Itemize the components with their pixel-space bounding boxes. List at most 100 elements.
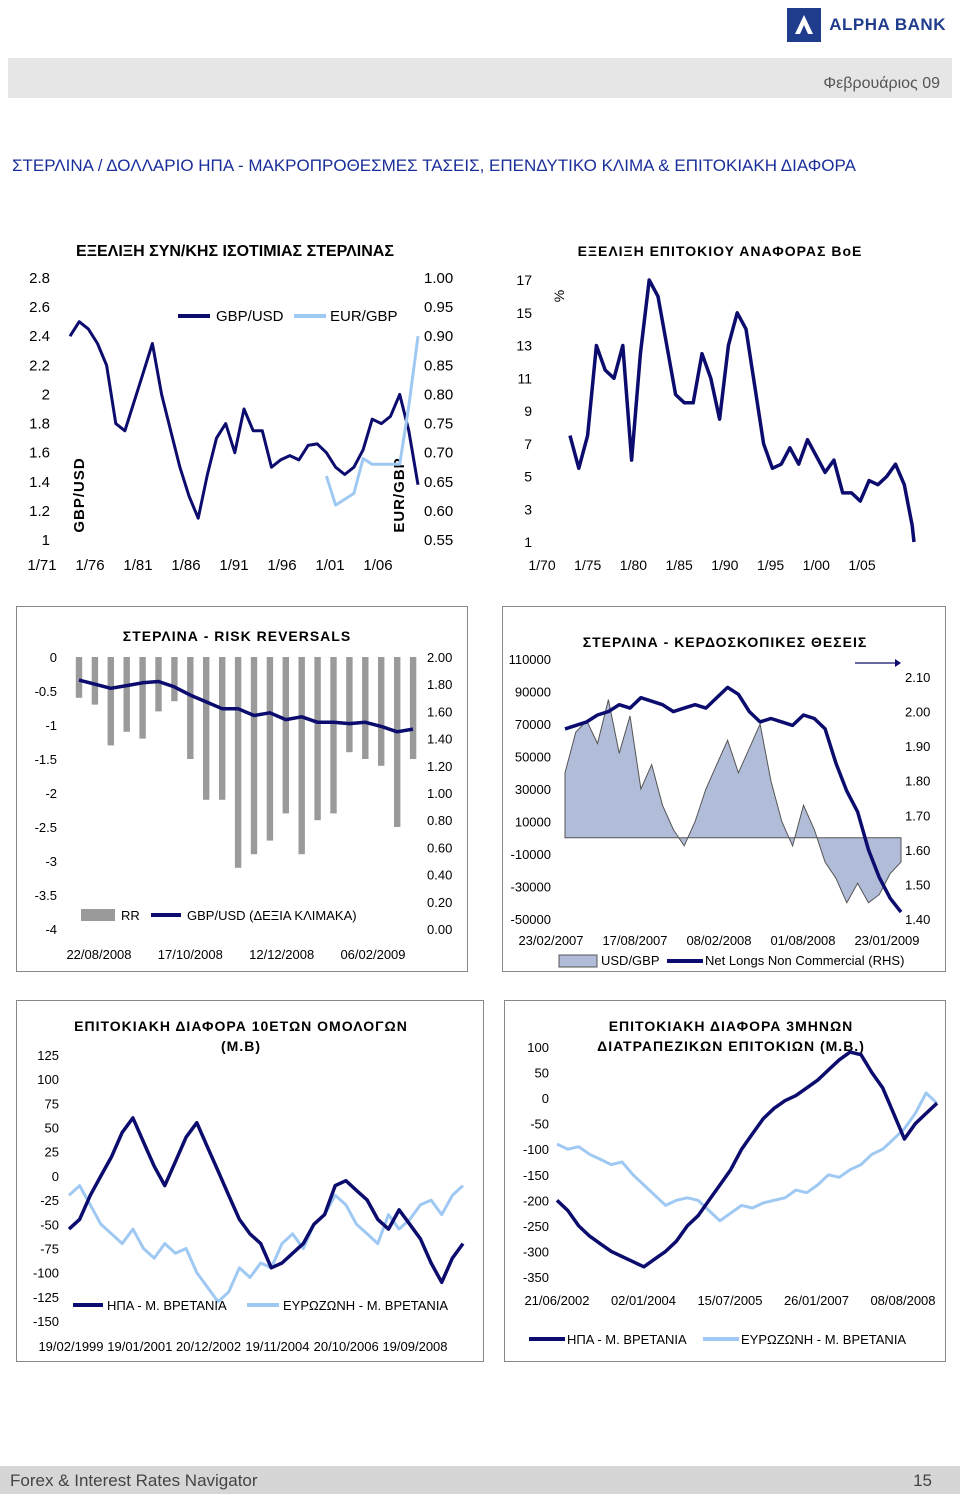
series-line-eurgbp xyxy=(324,336,420,507)
series-line-eurozone xyxy=(67,1184,465,1304)
series-line-boe xyxy=(568,278,916,543)
rr-bar xyxy=(298,657,305,855)
x-tick-label: 17/08/2007 xyxy=(602,933,667,948)
legend-label: USD/GBP xyxy=(601,953,660,968)
boe-chart: ΕΞΕΛΙΞΗ ΕΠΙΤΟΚΙΟΥ ΑΝΑΦΟΡΑΣ BoE1715131197… xyxy=(516,243,916,573)
y-tick-label: -2 xyxy=(45,786,57,801)
rr-bar xyxy=(330,657,337,814)
x-tick-label: 19/09/2008 xyxy=(382,1339,447,1354)
page-title: ΣΤΕΡΛΙΝΑ / ΔΟΛΛΑΡΙΟ ΗΠΑ - ΜΑΚΡΟΠΡΟΘΕΣΜΕΣ… xyxy=(12,156,856,175)
legend-label: GBP/USD xyxy=(216,308,284,325)
x-tick-label: 1/95 xyxy=(757,557,784,573)
y-tick-label: -300 xyxy=(523,1244,549,1259)
rr-bar xyxy=(171,657,178,702)
x-tick-label: 02/01/2004 xyxy=(611,1293,676,1308)
rr-bar xyxy=(234,657,242,868)
legend-swatch-area xyxy=(558,954,598,968)
y2-tick-label: 0.00 xyxy=(427,922,452,937)
y-tick-label: 7 xyxy=(524,436,532,452)
y-tick-label: -100 xyxy=(523,1142,549,1157)
rr-bar xyxy=(362,657,369,759)
x-tick-label: 1/71 xyxy=(27,557,56,574)
x-tick-label: 17/10/2008 xyxy=(158,947,223,962)
y-tick-label: 0 xyxy=(52,1169,59,1184)
chart-title: ΣΤΕΡΛΙΝΑ - RISK REVERSALS xyxy=(123,628,351,644)
legend-label: RR xyxy=(121,908,140,923)
x-tick-label: 1/75 xyxy=(574,557,601,573)
y-tick-label: -3 xyxy=(45,854,57,869)
x-tick-label: 12/12/2008 xyxy=(249,947,314,962)
x-tick-label: 1/00 xyxy=(803,557,830,573)
x-tick-label: 1/85 xyxy=(666,557,693,573)
y2-tick-label: 0.60 xyxy=(427,840,452,855)
report-date: Φεβρουάριος 09 xyxy=(823,75,940,92)
y2-tick-label: 1.20 xyxy=(427,759,452,774)
y2-tick-label: 1.00 xyxy=(424,270,453,287)
y-tick-label: -50 xyxy=(530,1117,549,1132)
pos-chart: ΣΤΕΡΛΙΝΑ - ΚΕΡΔΟΣΚΟΠΙΚΕΣ ΘΕΣΕΙΣ 110000 900… xyxy=(509,634,931,968)
alpha-logo-icon xyxy=(787,8,822,42)
y2-tick-label: 2.00 xyxy=(905,705,930,720)
legend-label: EUR/GBP xyxy=(330,308,398,325)
y-tick-label: -350 xyxy=(523,1270,549,1285)
rr-bar xyxy=(107,657,114,746)
spread10-chart-panel: ΕΠΙΤΟΚΙΑΚΗ ΔΙΑΦΟΡΑ 10ΕΤΩΝ ΟΜΟΛΟΓΩΝ (Μ.Β) 1… xyxy=(16,1000,484,1362)
y-tick-label: 50000 xyxy=(515,750,551,765)
series-line-usa xyxy=(555,1050,939,1269)
rr-bar xyxy=(139,657,146,739)
y-tick-label: 1 xyxy=(524,534,532,550)
spread3m-chart-panel: ΕΠΙΤΟΚΙΑΚΗ ΔΙΑΦΟΡΑ 3ΜΗΝΩΝ ΔΙΑΤΡΑΠΕΖΙΚΩΝ Ε… xyxy=(504,1000,946,1362)
y-tick-label: 1.6 xyxy=(29,445,50,462)
y-tick-label: 2.6 xyxy=(29,299,50,316)
y-tick-label: -4 xyxy=(45,922,57,937)
y-tick-label: -10000 xyxy=(511,847,551,862)
y2-tick-label: 0.90 xyxy=(424,328,453,345)
x-tick-label: 21/06/2002 xyxy=(524,1293,589,1308)
y-tick-label: 100 xyxy=(527,1040,549,1055)
x-tick-label: 1/01 xyxy=(315,557,344,574)
y2-tick-label: 1.40 xyxy=(905,912,930,927)
y-tick-label: 1.8 xyxy=(29,416,50,433)
legend-label: ΕΥΡΩΖΩΝΗ - Μ. ΒΡΕΤΑΝΙΑ xyxy=(283,1298,448,1313)
y-tick-label: 50 xyxy=(45,1121,59,1136)
x-tick-label: 1/76 xyxy=(75,557,104,574)
y2-tick-label: 0.75 xyxy=(424,416,453,433)
y2-tick-label: 1.60 xyxy=(427,704,452,719)
x-tick-label: 20/12/2002 xyxy=(176,1339,241,1354)
rr-bar xyxy=(266,657,274,841)
x-tick-label: 1/06 xyxy=(363,557,392,574)
y2-tick-label: 0.80 xyxy=(424,386,453,403)
rr-chart-panel: ΣΤΕΡΛΙΝΑ - RISK REVERSALS 0 -0.5 -1 -1.5 -2 -2… xyxy=(16,606,468,972)
x-tick-label: 1/05 xyxy=(848,557,875,573)
y-tick-label: 50 xyxy=(535,1066,549,1081)
series-line-eurozone xyxy=(556,1091,939,1223)
header-banner xyxy=(8,58,952,98)
y-tick-label: -3.5 xyxy=(35,888,57,903)
rr-bar xyxy=(378,657,385,766)
legend-label: ΕΥΡΩΖΩΝΗ - Μ. ΒΡΕΤΑΝΙΑ xyxy=(741,1332,906,1347)
x-tick-label: 1/90 xyxy=(711,557,738,573)
y-tick-label: 17 xyxy=(516,272,532,288)
y-tick-label: 75 xyxy=(45,1096,59,1111)
y2-tick-label: 1.70 xyxy=(905,808,930,823)
chart-title: ΕΞΕΛΙΞΗ ΣΥΝ/ΚΗΣ ΙΣΟΤΙΜΙΑΣ ΣΤΕΡΛΙΝΑΣ xyxy=(76,243,394,260)
rr-bar xyxy=(409,657,417,759)
footer-bar xyxy=(0,1466,960,1494)
spread10-chart: ΕΠΙΤΟΚΙΑΚΗ ΔΙΑΦΟΡΑ 10ΕΤΩΝ ΟΜΟΛΟΓΩΝ (Μ.Β) 1… xyxy=(33,1018,465,1354)
y-tick-label: 90000 xyxy=(515,685,551,700)
rr-bar xyxy=(346,657,353,753)
y-tick-label: -125 xyxy=(33,1290,59,1305)
y-tick-label: 1.2 xyxy=(29,503,50,520)
y-tick-label: 0 xyxy=(50,650,57,665)
x-tick-label: 1/80 xyxy=(620,557,647,573)
rr-bar xyxy=(187,657,194,759)
chart-title: (Μ.Β) xyxy=(221,1038,261,1054)
y-tick-label: -1.5 xyxy=(35,752,57,767)
y2-tick-label: 1.00 xyxy=(427,786,452,801)
y-tick-label: -50 xyxy=(40,1217,59,1232)
x-tick-label: 19/01/2001 xyxy=(107,1339,172,1354)
y-tick-label: -75 xyxy=(40,1241,59,1256)
pos-chart-panel: ΣΤΕΡΛΙΝΑ - ΚΕΡΔΟΣΚΟΠΙΚΕΣ ΘΕΣΕΙΣ 110000 900… xyxy=(502,606,946,972)
x-tick-label: 19/11/2004 xyxy=(245,1339,309,1354)
chart-title: ΔΙΑΤΡΑΠΕΖΙΚΩΝ ΕΠΙΤΟΚΙΩΝ (Μ.Β.) xyxy=(597,1038,865,1054)
